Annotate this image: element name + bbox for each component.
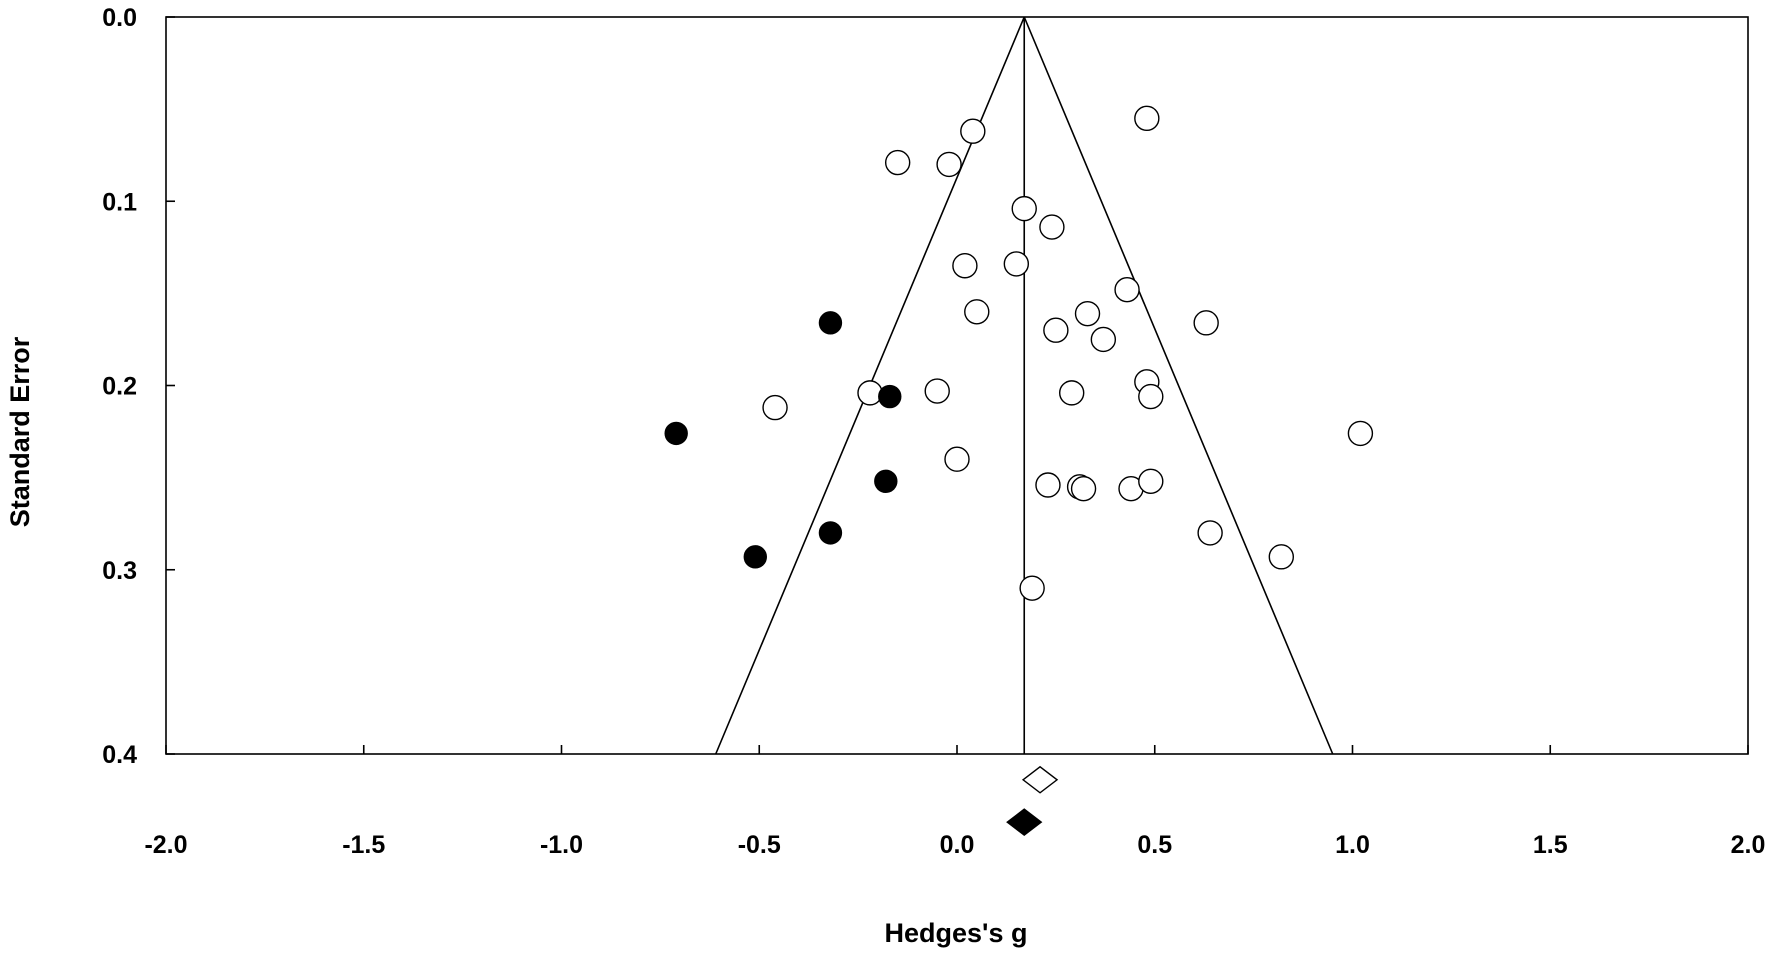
x-tick-label: -1.5: [342, 831, 385, 859]
funnel-lines: [715, 16, 1334, 755]
x-tick-label: 0.0: [940, 831, 975, 859]
open-point: [1039, 214, 1065, 240]
open-point: [924, 378, 950, 404]
axis-ticks: -2.0 -1.5 -1.0 -0.5 0.0 0.5 1.0 1.5 2.0 0.0 0.1 0.2…: [102, 4, 1765, 859]
y-tick-label: 0.1: [102, 188, 137, 216]
open-point: [1193, 310, 1219, 336]
y-axis-title: Standard Error: [5, 336, 35, 527]
open-point: [960, 118, 986, 144]
open-point: [1019, 575, 1045, 601]
plot-frame: [165, 16, 1749, 755]
x-tick-label: -2.0: [144, 831, 187, 859]
open-point: [1035, 472, 1061, 498]
open-point: [952, 253, 978, 279]
open-point: [944, 446, 970, 472]
open-point: [1197, 520, 1223, 546]
open-point: [1043, 317, 1069, 343]
filled-point: [878, 384, 902, 409]
open-point: [1090, 326, 1117, 353]
open-point: [1138, 468, 1164, 495]
filled-point: [818, 311, 843, 335]
open-point: [1268, 544, 1295, 570]
open-point: [936, 151, 962, 178]
filled-point: [818, 521, 843, 545]
filled-point: [664, 421, 688, 446]
filled-point: [743, 545, 767, 569]
data-points: [664, 105, 1374, 601]
x-tick-label: 0.5: [1137, 831, 1172, 859]
open-point: [762, 394, 788, 421]
open-point: [1058, 380, 1085, 406]
open-summary-diamond: [1021, 765, 1059, 794]
open-point: [1114, 276, 1140, 303]
y-tick-label: 0.4: [102, 741, 137, 769]
filled-point: [874, 469, 898, 494]
funnel-right-line: [1023, 16, 1334, 755]
x-tick-label: 1.5: [1533, 831, 1568, 859]
open-point: [1011, 195, 1037, 222]
x-axis-title: Hedges's g: [885, 918, 1028, 948]
filled-summary-diamond: [1006, 808, 1043, 837]
x-tick-label: 2.0: [1731, 831, 1766, 859]
open-point: [884, 149, 911, 176]
open-point: [1070, 475, 1097, 502]
y-tick-label: 0.2: [102, 373, 137, 401]
x-tick-label: 1.0: [1335, 831, 1370, 859]
open-point: [857, 380, 883, 406]
open-point: [1347, 420, 1374, 447]
open-point: [1003, 251, 1030, 277]
y-tick-label: 0.3: [102, 557, 137, 585]
summary-diamonds: [1006, 765, 1059, 837]
y-tick-label: 0.0: [102, 4, 137, 32]
open-point: [1074, 300, 1101, 327]
open-point: [964, 299, 990, 325]
open-point: [1134, 105, 1160, 132]
x-tick-label: -0.5: [738, 831, 781, 859]
x-tick-label: -1.0: [540, 831, 583, 859]
open-point: [1138, 383, 1164, 410]
